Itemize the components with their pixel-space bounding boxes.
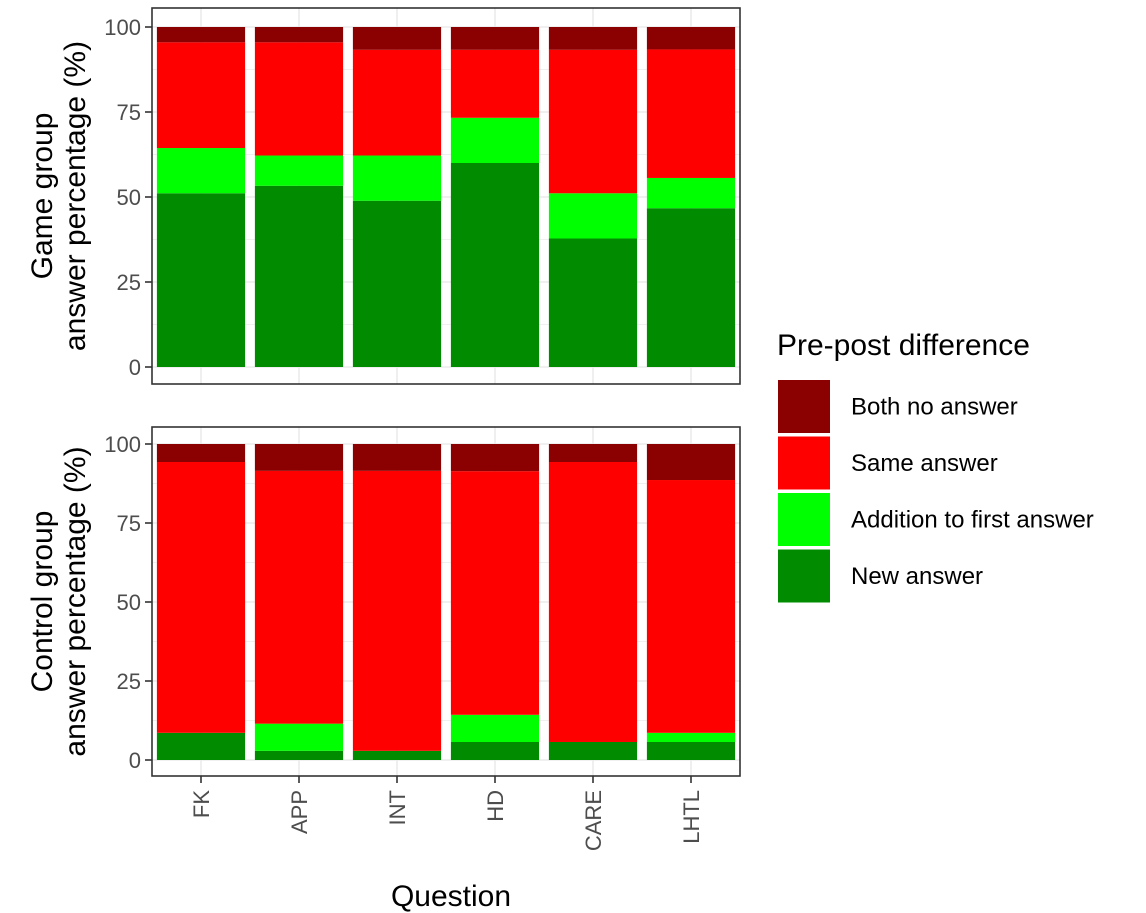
bar-same-app: [254, 470, 344, 724]
bar-both-care: [548, 444, 638, 463]
y-axis-title-line: answer percentage (%): [59, 41, 92, 351]
legend-label-both: Both no answer: [851, 394, 1018, 421]
bar-new-int: [352, 750, 442, 760]
bar-both-hd: [450, 444, 540, 472]
bar-both-fk: [156, 444, 246, 463]
bar-addition-hd: [450, 117, 540, 163]
legend-key-both: [778, 380, 830, 433]
bar-same-care: [548, 462, 638, 742]
y-tick-label: 0: [129, 355, 141, 380]
y-axis-title-line: Game group: [26, 113, 59, 280]
legend-label-new: New answer: [851, 563, 983, 590]
bar-addition-lhtl: [646, 177, 736, 209]
bar-new-care: [548, 238, 638, 367]
x-tick-label-app: APP: [287, 790, 312, 834]
x-tick-label-fk: FK: [189, 790, 214, 818]
x-tick-label-hd: HD: [483, 790, 508, 822]
bar-same-lhtl: [646, 49, 736, 178]
y-axis-title-line: answer percentage (%): [59, 446, 92, 756]
bar-new-fk: [156, 193, 246, 367]
legend-label-addition: Addition to first answer: [851, 507, 1094, 534]
legend: Pre-post difference Both no answer Same a…: [777, 329, 1094, 603]
bar-new-lhtl: [646, 741, 736, 760]
bar-addition-hd: [450, 714, 540, 742]
bar-addition-fk: [156, 148, 246, 194]
bar-both-lhtl: [646, 444, 736, 481]
y-tick-label: 100: [104, 432, 141, 457]
legend-item-same: Same answer: [778, 436, 998, 490]
bar-new-care: [548, 741, 638, 760]
bar-same-int: [352, 470, 442, 751]
y-axis-title: Control groupanswer percentage (%): [26, 446, 92, 756]
legend-label-same: Same answer: [851, 450, 998, 477]
bar-both-care: [548, 27, 638, 50]
panel-background: [152, 8, 740, 384]
legend-item-both: Both no answer: [778, 380, 1018, 433]
y-tick-label: 50: [117, 185, 141, 210]
panel-1: 0 25 50 75 100 Game groupanswer percentage (%…: [26, 7, 741, 385]
bar-same-fk: [156, 42, 246, 149]
bar-same-hd: [450, 49, 540, 118]
panel-2: 0 25 50 75 100 Control groupanswer percentage…: [26, 426, 741, 777]
y-tick-label: 0: [129, 748, 141, 773]
x-axis: FK APP INT HD CARE LHTL: [189, 776, 704, 851]
legend-item-addition: Addition to first answer: [778, 493, 1094, 546]
y-tick-label: 25: [117, 270, 141, 295]
bar-same-lhtl: [646, 480, 736, 733]
y-tick-label: 100: [104, 15, 141, 40]
bar-addition-lhtl: [646, 732, 736, 742]
x-axis-title: Question: [391, 880, 511, 913]
bar-addition-care: [548, 193, 638, 239]
y-axis-title: Game groupanswer percentage (%): [26, 41, 92, 351]
y-tick-label: 25: [117, 669, 141, 694]
bar-both-lhtl: [646, 27, 736, 50]
bar-both-fk: [156, 27, 246, 43]
x-tick-label-int: INT: [385, 790, 410, 825]
bar-same-app: [254, 42, 344, 156]
bar-same-care: [548, 49, 638, 194]
legend-key-addition: [778, 493, 830, 546]
bar-both-app: [254, 27, 344, 43]
y-tick-label: 75: [117, 511, 141, 536]
legend-key-new: [778, 549, 830, 603]
bar-new-int: [352, 200, 442, 367]
x-tick-label-care: CARE: [581, 790, 606, 851]
bar-addition-app: [254, 155, 344, 186]
bar-both-app: [254, 444, 344, 471]
bar-same-fk: [156, 462, 246, 733]
y-axis-title-line: Control group: [26, 511, 59, 693]
bar-new-lhtl: [646, 208, 736, 367]
bar-new-hd: [450, 163, 540, 367]
bar-both-int: [352, 27, 442, 50]
y-tick-label: 75: [117, 100, 141, 125]
legend-key-same: [778, 436, 830, 490]
bar-same-int: [352, 49, 442, 156]
bar-both-hd: [450, 27, 540, 50]
bar-new-hd: [450, 741, 540, 760]
legend-item-new: New answer: [778, 549, 983, 603]
bar-addition-app: [254, 723, 344, 751]
y-tick-label: 50: [117, 590, 141, 615]
legend-title: Pre-post difference: [777, 329, 1030, 362]
bar-same-hd: [450, 471, 540, 715]
panel-border: [151, 7, 741, 385]
bar-both-int: [352, 444, 442, 471]
bar-addition-int: [352, 155, 442, 201]
x-tick-label-lhtl: LHTL: [679, 790, 704, 844]
bar-new-fk: [156, 732, 246, 760]
bar-new-app: [254, 750, 344, 760]
bar-new-app: [254, 185, 344, 367]
